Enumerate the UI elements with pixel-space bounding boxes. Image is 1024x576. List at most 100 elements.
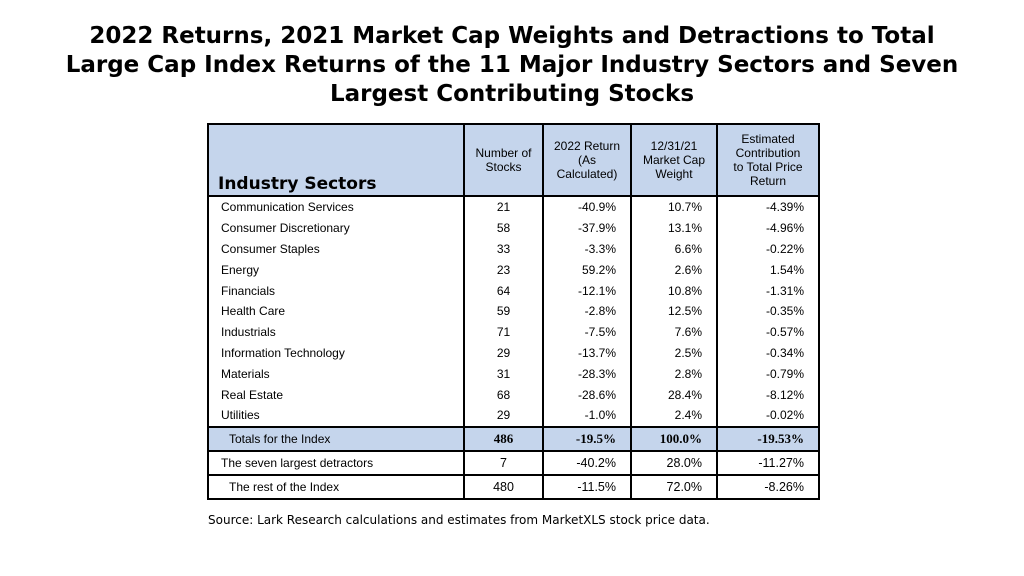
header-line: Number of <box>475 146 532 160</box>
slide-title: 2022 Returns, 2021 Market Cap Weights an… <box>0 22 1024 109</box>
rest-weight: 72.0% <box>630 473 718 500</box>
return-value: -12.1% <box>542 280 632 301</box>
weight-value: 7.6% <box>630 321 718 343</box>
contribution-value: -0.02% <box>716 404 820 427</box>
contribution-value: -0.35% <box>716 300 820 322</box>
weight-value: 28.4% <box>630 384 718 405</box>
stock-count: 29 <box>463 404 544 427</box>
weight-value: 13.1% <box>630 217 718 239</box>
stock-count: 33 <box>463 238 544 260</box>
table-row: Industrials 71 -7.5% 7.6% -0.57% <box>207 321 820 343</box>
header-estimated-contribution: Estimated Contribution to Total Price Re… <box>716 123 820 197</box>
rest-stock-count: 480 <box>463 473 544 500</box>
table-row: Utilities 29 -1.0% 2.4% -0.02% <box>207 404 820 427</box>
weight-value: 6.6% <box>630 238 718 260</box>
return-value: -1.0% <box>542 404 632 427</box>
table-row: Consumer Discretionary 58 -37.9% 13.1% -… <box>207 217 820 239</box>
sector-name: Real Estate <box>207 384 465 405</box>
stock-count: 58 <box>463 217 544 239</box>
totals-weight: 100.0% <box>630 425 718 452</box>
table-row: Energy 23 59.2% 2.6% 1.54% <box>207 259 820 281</box>
return-value: -2.8% <box>542 300 632 322</box>
detractors-label: The seven largest detractors <box>207 449 465 476</box>
table-row: Health Care 59 -2.8% 12.5% -0.35% <box>207 300 820 322</box>
contribution-value: 1.54% <box>716 259 820 281</box>
weight-value: 10.7% <box>630 196 718 218</box>
header-line: Weight <box>655 167 693 181</box>
stock-count: 68 <box>463 384 544 405</box>
return-value: -13.7% <box>542 342 632 364</box>
header-line: to Total Price <box>733 160 803 174</box>
header-line: Stocks <box>485 160 522 174</box>
header-market-cap-weight: 12/31/21 Market Cap Weight <box>630 123 718 197</box>
header-line: Estimated <box>741 132 795 146</box>
weight-value: 12.5% <box>630 300 718 322</box>
return-value: -40.9% <box>542 196 632 218</box>
stock-count: 31 <box>463 363 544 385</box>
weight-value: 2.6% <box>630 259 718 281</box>
header-line: (As <box>578 153 596 167</box>
sector-rows: Communication Services 21 -40.9% 10.7% -… <box>207 196 820 500</box>
return-value: -37.9% <box>542 217 632 239</box>
rest-label: The rest of the Index <box>207 473 465 500</box>
return-value: -28.3% <box>542 363 632 385</box>
sector-name: Utilities <box>207 404 465 427</box>
title-line-2: Large Cap Index Returns of the 11 Major … <box>65 52 959 78</box>
table-row: Communication Services 21 -40.9% 10.7% -… <box>207 196 820 218</box>
sector-name: Health Care <box>207 300 465 322</box>
source-note: Source: Lark Research calculations and e… <box>208 513 710 527</box>
header-line: Calculated) <box>556 167 618 181</box>
totals-return: -19.5% <box>542 425 632 452</box>
header-2022-return: 2022 Return (As Calculated) <box>542 123 632 197</box>
sector-returns-table: Industry Sectors Number of Stocks 2022 R… <box>207 123 820 500</box>
totals-label: Totals for the Index <box>207 425 465 452</box>
contribution-value: -4.39% <box>716 196 820 218</box>
rest-contribution: -8.26% <box>716 473 820 500</box>
header-line: 2022 Return <box>553 139 621 153</box>
return-value: -7.5% <box>542 321 632 343</box>
header-line: Return <box>749 174 787 188</box>
sector-name: Consumer Staples <box>207 238 465 260</box>
rest-of-index-row: The rest of the Index 480 -11.5% 72.0% -… <box>207 473 820 500</box>
contribution-value: -0.79% <box>716 363 820 385</box>
sector-name: Financials <box>207 280 465 301</box>
weight-value: 2.8% <box>630 363 718 385</box>
detractors-return: -40.2% <box>542 449 632 476</box>
title-line-3: Largest Contributing Stocks <box>329 81 695 107</box>
contribution-value: -8.12% <box>716 384 820 405</box>
return-value: -28.6% <box>542 384 632 405</box>
contribution-value: -0.22% <box>716 238 820 260</box>
table-row: Real Estate 68 -28.6% 28.4% -8.12% <box>207 384 820 405</box>
detractors-contribution: -11.27% <box>716 449 820 476</box>
stock-count: 23 <box>463 259 544 281</box>
return-value: -3.3% <box>542 238 632 260</box>
totals-contribution: -19.53% <box>716 425 820 452</box>
sector-name: Industrials <box>207 321 465 343</box>
table-row: Materials 31 -28.3% 2.8% -0.79% <box>207 363 820 385</box>
table-header-row: Industry Sectors Number of Stocks 2022 R… <box>207 123 820 197</box>
table-row: Consumer Staples 33 -3.3% 6.6% -0.22% <box>207 238 820 260</box>
sector-name: Communication Services <box>207 196 465 218</box>
stock-count: 64 <box>463 280 544 301</box>
sector-name: Energy <box>207 259 465 281</box>
sector-name: Information Technology <box>207 342 465 364</box>
weight-value: 2.4% <box>630 404 718 427</box>
table-row: Information Technology 29 -13.7% 2.5% -0… <box>207 342 820 364</box>
header-line: Contribution <box>735 146 801 160</box>
return-value: 59.2% <box>542 259 632 281</box>
sector-name: Consumer Discretionary <box>207 217 465 239</box>
header-number-of-stocks: Number of Stocks <box>463 123 544 197</box>
stock-count: 29 <box>463 342 544 364</box>
contribution-value: -0.34% <box>716 342 820 364</box>
sector-name: Materials <box>207 363 465 385</box>
header-industry-sectors: Industry Sectors <box>207 123 465 197</box>
stock-count: 59 <box>463 300 544 322</box>
weight-value: 10.8% <box>630 280 718 301</box>
weight-value: 2.5% <box>630 342 718 364</box>
contribution-value: -1.31% <box>716 280 820 301</box>
stock-count: 71 <box>463 321 544 343</box>
totals-stock-count: 486 <box>463 425 544 452</box>
title-line-1: 2022 Returns, 2021 Market Cap Weights an… <box>89 23 935 49</box>
detractors-row: The seven largest detractors 7 -40.2% 28… <box>207 449 820 476</box>
detractors-weight: 28.0% <box>630 449 718 476</box>
